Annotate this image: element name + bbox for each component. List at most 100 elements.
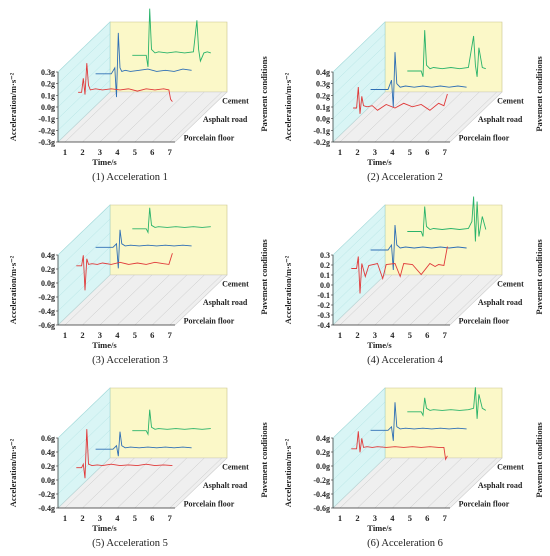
y-tick-label: 0.4g [41,448,55,457]
side-grid-line [57,274,111,326]
condition-label: Cement [222,97,249,106]
series-line-asphalt-road [370,224,467,271]
side-grid-line [57,91,111,143]
x-tick-label: 1 [63,147,67,157]
y-tick-label: 0.4g [316,434,330,443]
floor-grid-line [169,274,222,326]
y-tick-label: -0.3 [317,311,330,320]
floor-grid-line [409,91,462,143]
z-axis-label: Pavement conditions [259,239,269,315]
x-tick-label: 3 [373,330,377,340]
y-tick-label: -0.1 [317,291,330,300]
y-tick-label: 0.2 [320,261,330,270]
floor-grid-line [169,91,222,143]
floor-grid-line [82,91,135,143]
x-tick-label: 2 [80,147,84,157]
y-tick-label: -0.1g [38,115,55,124]
side-grid-line [332,80,386,131]
x-tick-label: 6 [425,330,429,340]
condition-label: Cement [222,463,249,472]
series-line-cement [407,30,486,77]
series-line-porcelain-floor [76,253,173,291]
x-axis-label: Time/s [367,340,392,350]
z-axis-label: Pavement conditions [534,56,544,132]
y-tick-label: 0.6g [41,434,55,443]
condition-label: Asphalt road [203,481,248,490]
condition-label: Cement [497,97,524,106]
y-axis-label: Acceleration/m·s⁻² [8,255,18,324]
x-tick-label: 4 [390,513,395,523]
condition-label: Porcelain floor [459,134,510,143]
back-wall [109,21,228,93]
y-tick-label: -0.2g [38,126,55,135]
condition-label: Porcelain floor [184,134,235,143]
y-axis-label: Acceleration/m·s⁻² [8,72,18,141]
x-tick-label: 5 [408,147,412,157]
floor-grid-line [152,274,205,326]
series-line-cement [132,207,211,234]
series-line-porcelain-floor [353,86,448,114]
x-tick-label: 5 [133,330,137,340]
floor-grid-line [374,457,428,509]
floor-grid-line [339,274,393,326]
side-grid-line [332,443,386,495]
floor-grid-line [152,91,205,143]
floor-grid-line [409,274,462,326]
side-grid-line [57,457,111,509]
x-tick-label: 3 [98,330,102,340]
side-grid-line [57,33,111,84]
panel-caption: (3) Acceleration 3 [92,355,168,366]
floor-grid-line [134,457,187,509]
x-tick-label: 1 [338,330,342,340]
x-tick-label: 4 [390,147,395,157]
x-tick-label: 2 [355,330,359,340]
floor-grid-line [392,457,445,509]
y-tick-label: 0.2g [316,448,330,457]
x-tick-label: 2 [80,330,84,340]
y-tick-label: 0.0g [316,115,330,124]
z-axis-label: Pavement conditions [534,422,544,498]
x-tick-label: 6 [425,147,429,157]
y-tick-label: 0.2g [41,462,55,471]
floor-grid-line [444,274,497,326]
y-tick-label: -0.2g [313,138,330,147]
condition-label: Cement [497,463,524,472]
z-axis-label: Pavement conditions [259,422,269,498]
chart-panel-3: -0.6g -0.4g -0.2g 0.0g 0.2g 0.4g 1 2 3 4 5 6 7 Time/s… [8,204,269,366]
series-line-cement [132,8,211,67]
side-grid-line [332,274,386,326]
side-grid-line [57,204,111,256]
floor-grid-line [169,457,222,509]
z-axis-label: Pavement conditions [259,56,269,132]
condition-label: Asphalt road [203,115,248,124]
y-tick-label: -0.6g [313,504,330,513]
series-line-porcelain-floor [351,431,448,461]
floor-grid-line [117,457,170,509]
side-grid-line [57,80,111,131]
condition-label: Cement [222,280,249,289]
condition-label: Porcelain floor [184,500,235,509]
x-tick-label: 4 [390,330,395,340]
chart-panel-5: -0.4g -0.2g 0.0g 0.2g 0.4g 0.6g 1 2 3 4 5 6 7 Time/s A… [8,387,269,549]
condition-label: Asphalt road [478,115,523,124]
x-tick-label: 6 [150,147,154,157]
x-axis-label: Time/s [367,157,392,167]
side-grid-line [332,45,386,96]
series-line-cement [407,387,487,419]
floor-grid-line [117,91,170,143]
floor-grid-line [152,457,205,509]
series-line-asphalt-road [95,32,192,98]
floor-grid-line [444,457,497,509]
side-grid-line [332,224,386,276]
y-tick-label: 0.2g [41,80,55,89]
side-grid-line [57,21,111,73]
y-tick-label: 0.0g [41,279,55,288]
series-line-porcelain-floor [78,63,173,102]
side-grid-line [332,91,386,143]
y-tick-label: -0.4 [317,321,330,330]
side-grid-line [332,264,386,316]
series-line-asphalt-road [370,52,467,108]
condition-label: Cement [497,280,524,289]
side-grid-line [332,234,386,286]
y-tick-label: 0.4g [316,68,330,77]
